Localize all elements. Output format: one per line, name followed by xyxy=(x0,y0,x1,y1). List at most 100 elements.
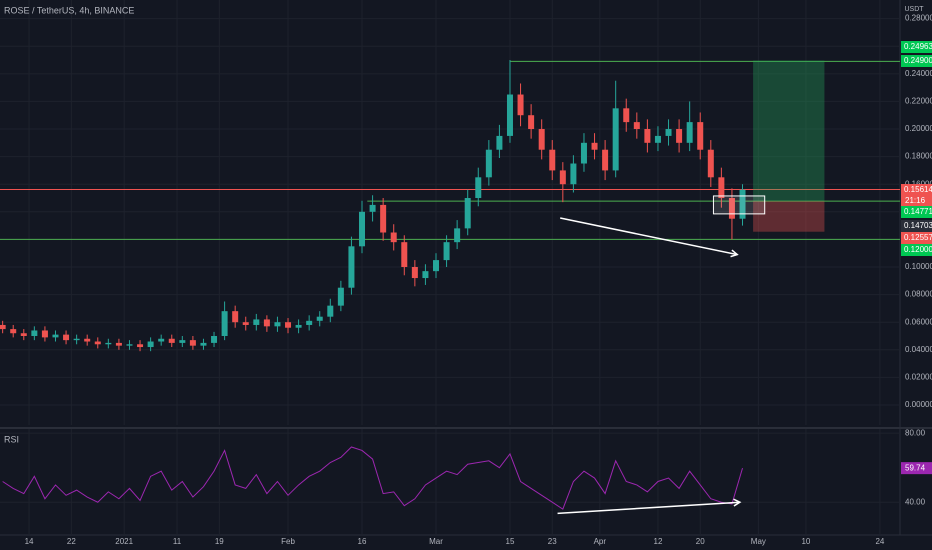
candle-body xyxy=(580,142,587,164)
candle-body xyxy=(401,242,408,268)
candle-body xyxy=(327,305,334,317)
x-tick-label: Mar xyxy=(429,537,443,546)
x-tick-label: 12 xyxy=(654,537,663,546)
candle-body xyxy=(94,341,101,345)
rsi-value-bg xyxy=(901,462,932,475)
candle-body xyxy=(285,322,292,328)
price-label: 0.12557 xyxy=(904,233,932,242)
candle-body xyxy=(168,338,175,343)
candle-body xyxy=(739,189,746,219)
price-label: 0.24963 xyxy=(904,42,932,51)
x-tick-label: 10 xyxy=(801,537,810,546)
candle-body xyxy=(707,149,714,178)
y-tick-label: 0.28000 xyxy=(905,14,932,23)
candle-body xyxy=(41,330,48,338)
candle-body xyxy=(295,324,302,328)
candle-body xyxy=(485,149,492,178)
candle-body xyxy=(263,319,270,327)
candle-body xyxy=(602,149,609,171)
candle-body xyxy=(337,287,344,306)
candle-body xyxy=(10,329,17,334)
candle-body xyxy=(432,260,439,272)
y-tick-label: 0.10000 xyxy=(905,262,932,271)
candle-body xyxy=(549,149,556,171)
y-tick-label: 0.04000 xyxy=(905,345,932,354)
candle-body xyxy=(422,271,429,279)
candle-body xyxy=(676,129,683,143)
rsi-tick-label: 40.00 xyxy=(905,497,926,506)
y-tick-label: 0.02000 xyxy=(905,373,932,382)
candle-body xyxy=(697,122,704,150)
candle-body xyxy=(443,242,450,261)
x-tick-label: 23 xyxy=(548,537,557,546)
candle-body xyxy=(306,320,313,325)
candle-body xyxy=(686,122,693,143)
price-label: 0.15614 xyxy=(904,185,932,194)
candle-body xyxy=(538,129,545,150)
candle-body xyxy=(623,108,630,123)
x-tick-label: May xyxy=(751,537,766,546)
candle-body xyxy=(633,122,640,130)
candle-body xyxy=(158,338,165,342)
x-tick-label: 22 xyxy=(67,537,76,546)
candle-body xyxy=(718,177,725,199)
price-label-bg xyxy=(901,184,932,196)
candle-body xyxy=(115,342,122,346)
arrow-head xyxy=(730,249,739,258)
y-tick-label: 0.20000 xyxy=(905,124,932,133)
x-tick-label: 20 xyxy=(696,537,705,546)
x-tick-label: 11 xyxy=(173,537,182,546)
rsi-tick-label: 80.00 xyxy=(905,428,926,437)
y-tick-label: 0.18000 xyxy=(905,152,932,161)
candle-body xyxy=(52,334,59,338)
candle-body xyxy=(475,177,482,199)
price-label-bg xyxy=(901,206,932,218)
candle-body xyxy=(654,135,661,143)
currency[interactable]: USDT xyxy=(904,6,924,13)
x-tick-label: 16 xyxy=(358,537,367,546)
candle-body xyxy=(20,333,27,336)
candle-body xyxy=(189,340,196,346)
x-tick-label: Feb xyxy=(281,537,295,546)
y-tick-label: 0.08000 xyxy=(905,290,932,299)
countdown: 21:16 xyxy=(905,196,926,205)
candle-body xyxy=(559,170,566,185)
x-tick-label: Apr xyxy=(594,537,607,546)
candle-body xyxy=(612,108,619,171)
candle-body xyxy=(84,338,91,342)
x-tick-label: 2021 xyxy=(115,537,133,546)
candle-body xyxy=(390,232,397,243)
price-label-bg xyxy=(901,41,932,53)
price-label-bg xyxy=(901,244,932,256)
y-tick-label: 0.16000 xyxy=(905,179,932,188)
candle-body xyxy=(517,94,524,116)
candle-body xyxy=(179,340,186,343)
candle-body xyxy=(454,228,461,243)
price-label-bg xyxy=(901,220,932,232)
candle-body xyxy=(496,135,503,150)
y-tick-label: 0.00000 xyxy=(905,400,932,409)
candle-body xyxy=(221,311,228,336)
x-tick-label: 15 xyxy=(506,537,515,546)
candle-body xyxy=(528,115,535,130)
candle-body xyxy=(200,342,207,346)
candle-body xyxy=(274,322,281,327)
candle-body xyxy=(242,322,249,325)
x-tick-label: 14 xyxy=(25,537,34,546)
trend-arrow xyxy=(560,217,738,256)
candle-body xyxy=(211,335,218,343)
candle-body xyxy=(31,330,38,336)
chart-title: ROSE / TetherUS, 4h, BINANCE xyxy=(4,5,134,15)
price-label: 0.14771 xyxy=(904,207,932,216)
candle-body xyxy=(570,163,577,185)
candle-body xyxy=(63,334,70,341)
candle-body xyxy=(137,344,144,348)
candle-body xyxy=(380,204,387,233)
y-tick-label: 0.24000 xyxy=(905,69,932,78)
candle-body xyxy=(105,342,112,345)
target-zone xyxy=(753,60,825,202)
candle-body xyxy=(464,198,471,229)
candle-body xyxy=(348,246,355,288)
